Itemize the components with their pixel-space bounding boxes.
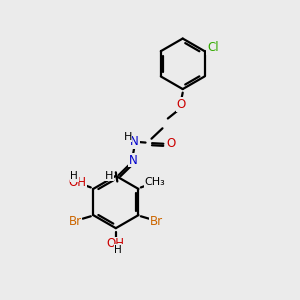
Text: Br: Br <box>69 214 82 227</box>
Text: H: H <box>70 172 78 182</box>
Text: Br: Br <box>150 214 163 227</box>
Text: CH₃: CH₃ <box>144 177 165 188</box>
Text: Cl: Cl <box>207 41 219 54</box>
Text: H: H <box>105 171 113 181</box>
Text: OH: OH <box>69 176 87 189</box>
Text: O: O <box>167 137 176 150</box>
Text: O: O <box>177 98 186 111</box>
Text: N: N <box>130 135 139 148</box>
Text: N: N <box>128 154 137 166</box>
Text: OH: OH <box>107 237 125 250</box>
Text: H: H <box>114 244 122 255</box>
Text: H: H <box>124 132 132 142</box>
